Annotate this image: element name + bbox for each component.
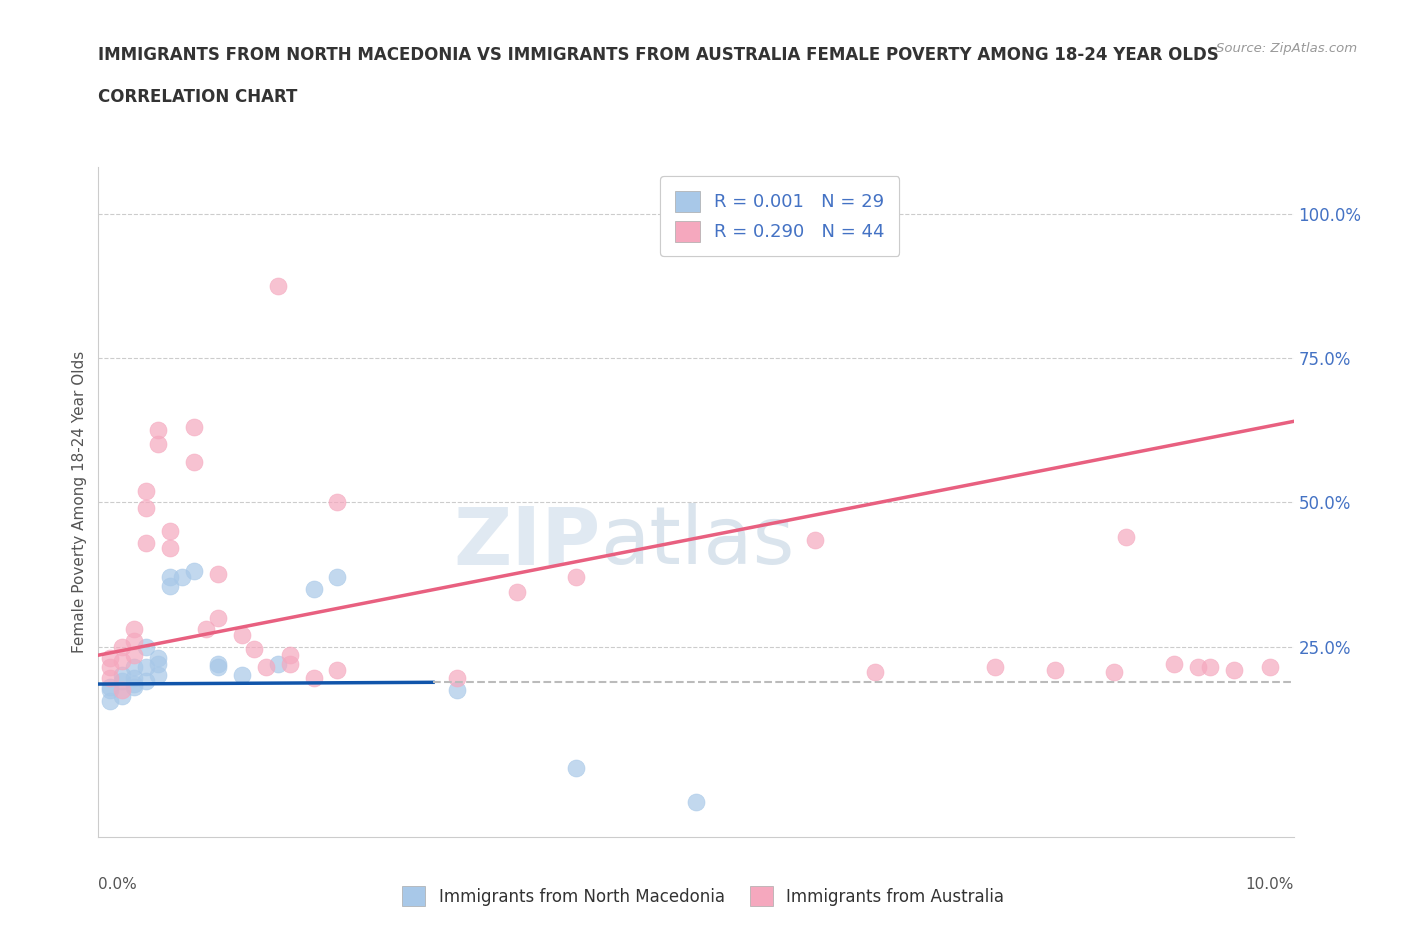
Point [207, 657, 229, 671]
Point [172, 570, 194, 585]
Point [1115, 529, 1137, 544]
Point [254, 659, 277, 674]
Point [159, 524, 181, 538]
Point [278, 657, 301, 671]
Legend: Immigrants from North Macedonia, Immigrants from Australia: Immigrants from North Macedonia, Immigra… [395, 880, 1011, 912]
Point [1163, 657, 1185, 671]
Point [124, 659, 146, 674]
Point [111, 688, 134, 703]
Point [111, 683, 134, 698]
Point [446, 683, 468, 698]
Point [135, 639, 157, 654]
Point [183, 564, 205, 578]
Point [111, 673, 134, 688]
Point [159, 570, 181, 585]
Point [135, 484, 157, 498]
Point [804, 532, 827, 547]
Point [124, 677, 146, 692]
Point [685, 795, 707, 810]
Point [326, 495, 349, 510]
Point [100, 659, 122, 674]
Point [231, 668, 253, 683]
Point [302, 581, 325, 596]
Point [159, 578, 181, 593]
Point [100, 671, 122, 685]
Point [135, 500, 157, 515]
Point [148, 657, 170, 671]
Text: ZIP: ZIP [453, 503, 600, 581]
Text: Source: ZipAtlas.com: Source: ZipAtlas.com [1216, 42, 1357, 55]
Point [1198, 659, 1220, 674]
Point [1258, 659, 1281, 674]
Point [1104, 665, 1126, 680]
Point [1187, 659, 1209, 674]
Point [446, 671, 468, 685]
Point [984, 659, 1007, 674]
Point [231, 628, 253, 643]
Legend: R = 0.001   N = 29, R = 0.290   N = 44: R = 0.001 N = 29, R = 0.290 N = 44 [659, 177, 900, 256]
Point [148, 422, 170, 437]
Point [100, 680, 122, 695]
Text: 0.0%: 0.0% [98, 877, 138, 892]
Point [267, 278, 290, 293]
Point [111, 654, 134, 669]
Point [207, 610, 229, 625]
Point [565, 761, 588, 776]
Point [124, 633, 146, 648]
Point [148, 668, 170, 683]
Point [183, 419, 205, 434]
Point [243, 642, 266, 657]
Text: 10.0%: 10.0% [1246, 877, 1294, 892]
Point [124, 622, 146, 637]
Point [124, 647, 146, 662]
Point [148, 651, 170, 666]
Point [100, 694, 122, 709]
Point [326, 570, 349, 585]
Point [100, 683, 122, 698]
Point [148, 437, 170, 452]
Point [159, 541, 181, 556]
Point [135, 659, 157, 674]
Point [326, 662, 349, 677]
Point [278, 647, 301, 662]
Point [124, 680, 146, 695]
Point [100, 651, 122, 666]
Text: atlas: atlas [600, 503, 794, 581]
Point [506, 584, 529, 599]
Point [267, 657, 290, 671]
Point [865, 665, 887, 680]
Point [135, 535, 157, 550]
Point [207, 567, 229, 582]
Point [135, 673, 157, 688]
Point [1043, 662, 1066, 677]
Y-axis label: Female Poverty Among 18-24 Year Olds: Female Poverty Among 18-24 Year Olds [72, 352, 87, 654]
Point [207, 659, 229, 674]
Point [1223, 662, 1246, 677]
Point [195, 622, 218, 637]
Point [183, 455, 205, 470]
Text: IMMIGRANTS FROM NORTH MACEDONIA VS IMMIGRANTS FROM AUSTRALIA FEMALE POVERTY AMON: IMMIGRANTS FROM NORTH MACEDONIA VS IMMIG… [98, 46, 1219, 64]
Point [302, 671, 325, 685]
Point [111, 668, 134, 683]
Point [565, 570, 588, 585]
Point [124, 671, 146, 685]
Text: CORRELATION CHART: CORRELATION CHART [98, 88, 298, 106]
Point [111, 639, 134, 654]
